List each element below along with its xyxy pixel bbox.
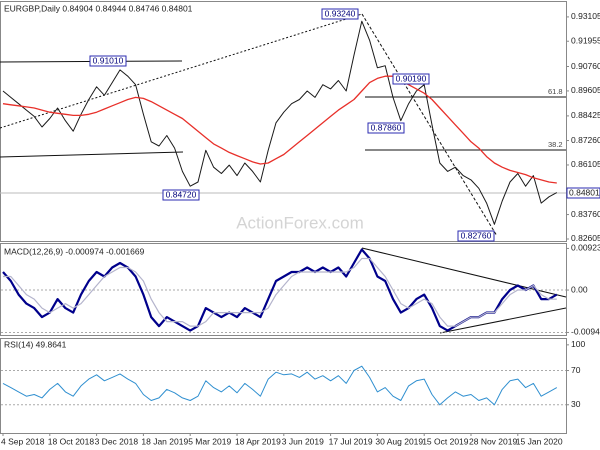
y-tick-label: 100 [571,339,585,349]
last-price-box [566,187,600,199]
x-tick-label: 15 Oct 2019 [422,436,469,446]
fib-label: 38.2 [548,140,563,149]
price-label: 0.87860 [371,122,402,132]
panel-title: EURGBP,Daily 0.84904 0.84944 0.84746 0.8… [4,3,193,13]
y-tick-label: 0.89605 [571,85,600,95]
y-tick-label: 30 [571,399,581,409]
price-label: 0.93240 [325,8,356,18]
price-label-box [162,189,200,201]
x-tick-label: 28 Nov 2019 [469,436,517,446]
panel-title: MACD(12,26,9) -0.000974 -0.001669 [4,246,145,256]
fib-line [361,13,498,237]
y-tick-label: 0.87260 [571,135,600,145]
price-label-box [367,122,405,134]
x-tick-label: 17 Jul 2019 [329,436,373,446]
x-tick-label: 30 Aug 2019 [375,436,423,446]
price-label-box [89,55,127,67]
price-label: 0.84720 [166,189,197,199]
y-tick-label: 0.90760 [571,61,600,71]
x-tick-label: 18 Oct 2018 [48,436,95,446]
macd-panel [0,243,567,336]
x-tick-label: 3 Dec 2018 [95,436,139,446]
fib-label: 61.8 [548,87,563,96]
price-label-box [457,230,495,242]
x-tick-label: 18 Apr 2019 [235,436,281,446]
price-label: 0.90190 [396,73,427,83]
series-line [2,365,558,406]
price-label: 0.91010 [93,55,124,65]
x-tick-label: 18 Jan 2019 [141,436,188,446]
panel-title: RSI(14) 49.8641 [4,339,67,349]
x-tick-label: 5 Mar 2019 [188,436,231,446]
price-label-box [321,8,359,20]
y-tick-label: 0.86105 [571,159,600,169]
macd-trend-line [439,307,567,334]
series-line [2,20,558,225]
price-panel [0,1,567,242]
x-tick-label: 15 Jan 2020 [516,436,563,446]
macd-trend-line [361,247,567,298]
price-label-box [392,73,430,85]
y-tick-label: 0.00 [571,284,588,294]
y-tick-label: -0.009413 [571,327,600,337]
y-tick-label: 70 [571,365,581,375]
watermark: ActionForex.com [236,213,364,232]
x-tick-label: 3 Jun 2019 [282,436,324,446]
y-tick-label: 0.82605 [571,233,600,243]
last-price-label: 0.84801 [569,187,600,197]
y-tick-label: 0.93105 [571,11,600,21]
y-tick-label: 0.009237 [571,243,600,253]
series-line [2,75,557,184]
x-tick-label: 4 Sep 2018 [1,436,45,446]
y-tick-label: 0.91955 [571,35,600,45]
price-label: 0.82760 [461,230,492,240]
y-tick-label: 0.83760 [571,209,600,219]
channel-line [0,151,184,158]
series-line [3,257,557,327]
trend-line [0,13,363,129]
y-tick-label: 0.88425 [571,110,600,120]
